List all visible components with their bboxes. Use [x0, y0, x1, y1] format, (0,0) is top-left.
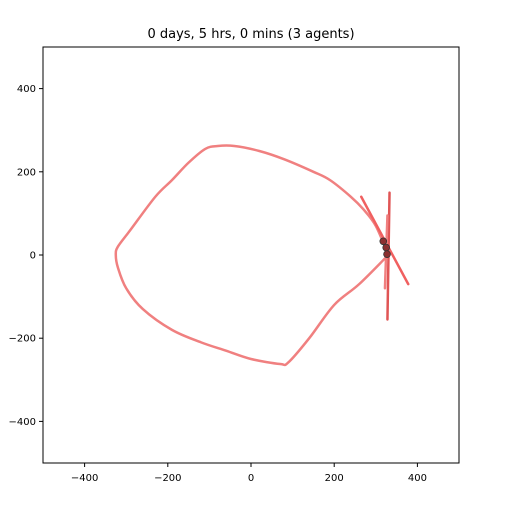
plot-area [114, 144, 410, 367]
axes: −400 −200 0 200 400 −400 −200 0 200 400 [9, 84, 427, 484]
x-tick-label: 200 [325, 473, 344, 484]
x-tick-label: −200 [154, 473, 181, 484]
y-tick-label: 200 [17, 167, 36, 178]
x-tick-label: −400 [71, 473, 98, 484]
series-line-1 [114, 144, 390, 367]
x-tick-label: 0 [248, 473, 254, 484]
agent-point-2 [382, 243, 391, 252]
y-tick-label: 400 [17, 84, 36, 95]
y-tick-label: −400 [9, 417, 36, 428]
y-tick-label: −200 [9, 334, 36, 345]
chart-title: 0 days, 5 hrs, 0 mins (3 agents) [147, 27, 354, 42]
agent-point-3 [383, 250, 391, 258]
x-tick-label: 400 [408, 473, 427, 484]
plot-frame [42, 46, 460, 464]
y-tick-label: 0 [30, 251, 36, 262]
agent-point-1 [379, 237, 388, 246]
